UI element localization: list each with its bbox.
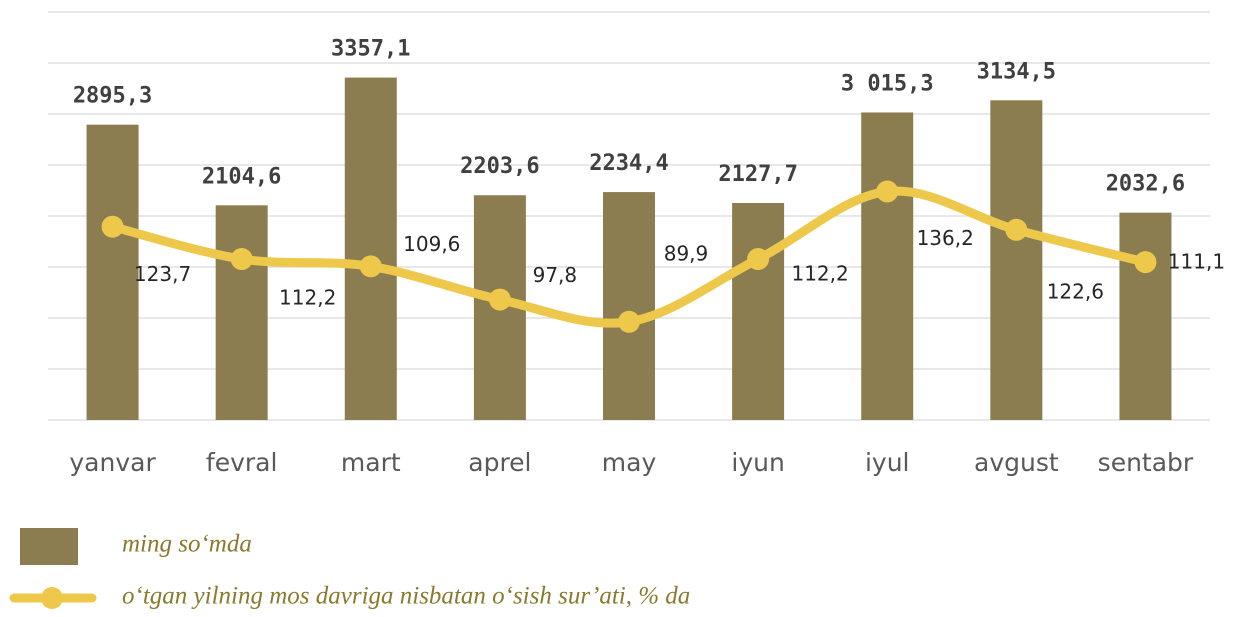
legend-label: ming so‘mda [122,531,252,558]
x-tick-label: iyun [731,448,784,477]
bar [344,77,397,420]
x-tick-label: fevral [206,448,278,477]
bar-value-label: 2127,7 [718,162,797,187]
line-value-label: 112,2 [791,262,848,286]
line-value-label: 89,9 [664,241,709,265]
bar-value-label: 3 015,3 [841,71,934,96]
bar [861,112,914,421]
x-tick-label: mart [341,448,401,477]
line-value-label: 112,2 [279,286,336,310]
bar [1119,212,1172,420]
bar [603,192,655,420]
bar-value-label: 2895,3 [73,84,152,109]
line-point [230,248,253,271]
legend-swatch [20,528,78,565]
x-tick-label: yanvar [69,448,156,477]
line-point [488,288,511,311]
bar-value-label: 2104,6 [202,164,281,189]
line-value-label: 109,6 [403,232,460,256]
line-point [876,180,899,203]
line-point [1134,251,1157,274]
line-value-label: 136,2 [917,226,974,250]
line-point [747,248,770,271]
bar-value-label: 3134,5 [977,59,1056,84]
bar-value-label: 2203,6 [460,154,539,179]
bar [215,205,268,420]
bar-value-label: 3357,1 [331,37,410,62]
line-value-label: 123,7 [134,262,191,286]
x-tick-label: may [602,448,657,477]
x-tick-label: avgust [974,448,1059,477]
bar [990,100,1043,420]
line-point [101,215,124,238]
bar [86,124,139,421]
bar-value-label: 2032,6 [1106,172,1185,197]
line-value-label: 97,8 [533,263,578,287]
bar [732,202,785,420]
line-point [618,310,640,333]
x-tick-label: aprel [468,448,531,477]
line-value-label: 111,1 [1168,250,1225,274]
x-tick-label: iyul [865,448,910,477]
line-point [359,255,382,278]
legend-swatch [41,587,63,609]
bar-value-label: 2234,4 [589,151,668,176]
x-tick-label: sentabr [1098,448,1194,477]
line-point [1005,218,1028,241]
legend-label: o‘tgan yilning mos davriga nisbatan o‘si… [122,583,690,610]
line-value-label: 122,6 [1047,279,1104,303]
